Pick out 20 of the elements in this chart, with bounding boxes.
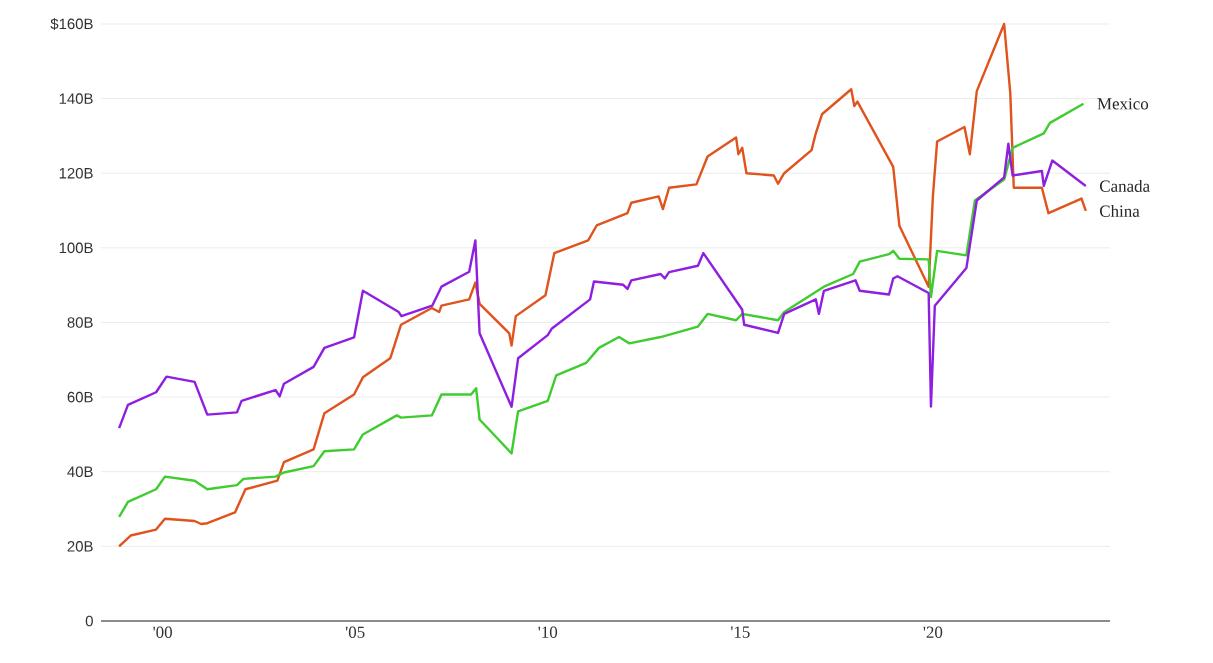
x-tick-label: '20: [923, 626, 943, 638]
x-tick-label: '05: [345, 626, 365, 638]
y-tick-label: 140B: [59, 93, 93, 104]
line-series: [117, 142, 1087, 430]
line-series: [117, 102, 1085, 519]
y-tick-label: 60B: [67, 391, 93, 403]
y-tick-label: $160B: [50, 17, 93, 31]
series-label: Mexico: [1097, 98, 1149, 110]
series-label: Canada: [1099, 179, 1150, 192]
x-tick-label: '00: [153, 626, 172, 638]
y-tick-label: 80B: [67, 317, 93, 328]
y-tick-label: 20B: [67, 541, 93, 552]
y-tick-label: 40B: [67, 466, 93, 478]
y-tick-label: 120B: [59, 167, 93, 179]
y-tick-label: 100B: [59, 242, 93, 254]
x-tick-label: '10: [538, 626, 558, 638]
y-tick-label: 0: [85, 615, 93, 627]
x-tick-label: '15: [731, 626, 750, 638]
line-series: [117, 22, 1087, 548]
series-label: China: [1099, 204, 1140, 217]
